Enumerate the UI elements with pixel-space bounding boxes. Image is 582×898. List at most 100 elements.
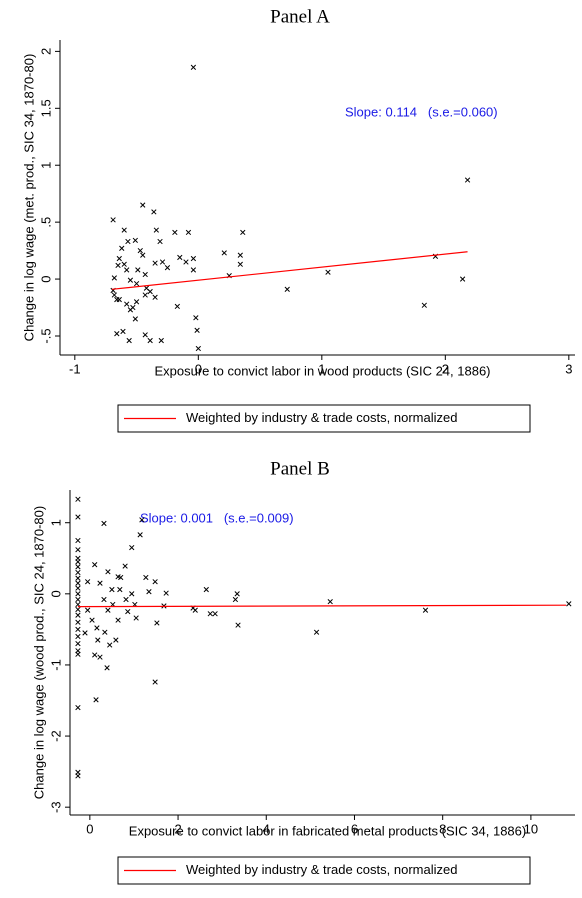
point [152, 294, 158, 300]
point [137, 532, 143, 538]
point [212, 611, 218, 617]
point [146, 589, 152, 595]
point [125, 238, 131, 245]
point [121, 227, 127, 233]
point [75, 640, 81, 647]
point [97, 654, 103, 660]
y-tick-label: -3 [48, 801, 63, 813]
point [143, 574, 149, 581]
y-axis-title: Change in log wage (met. prod., SIC 34, … [21, 54, 36, 342]
point [132, 316, 138, 322]
point [129, 544, 135, 551]
point [157, 238, 163, 245]
x-tick-label: 4 [263, 821, 270, 836]
point [75, 619, 81, 625]
annotation: Slope: 0.001 (s.e.=0.009) [140, 510, 294, 525]
point [104, 665, 110, 671]
point [92, 652, 98, 658]
point [140, 252, 146, 258]
x-tick-label: 8 [439, 821, 446, 836]
point [97, 580, 103, 586]
point [75, 651, 81, 657]
point [116, 255, 122, 262]
x-tick-label: -1 [69, 361, 81, 376]
point [153, 227, 159, 233]
point [422, 607, 429, 613]
x-tick-label: 1 [318, 361, 325, 376]
point [142, 292, 148, 298]
point [75, 496, 81, 502]
y-axis-title: Change in log wage (wood prod., SIC 24, … [31, 506, 46, 799]
point [203, 586, 209, 593]
point [123, 596, 129, 603]
point [174, 303, 180, 310]
point [84, 579, 91, 585]
point [113, 637, 119, 643]
point [137, 247, 143, 254]
point [92, 562, 98, 568]
point [133, 615, 139, 621]
annotation: Slope: 0.114 (s.e.=0.060) [345, 104, 498, 119]
point [234, 591, 240, 597]
point [75, 773, 81, 779]
point [237, 261, 243, 267]
x-tick-label: 3 [565, 361, 572, 376]
legend-box [117, 856, 531, 885]
point [115, 262, 121, 269]
point [140, 202, 146, 208]
point [126, 337, 132, 344]
point [135, 267, 141, 273]
point [93, 697, 99, 703]
point [120, 328, 126, 335]
point [117, 586, 123, 593]
point [284, 286, 290, 292]
point [110, 217, 116, 223]
y-tick-label: 0 [38, 275, 53, 282]
point [192, 607, 198, 613]
x-tick-label: 0 [86, 821, 93, 836]
x-tick-label: 0 [195, 361, 202, 376]
point [75, 537, 81, 544]
point [185, 229, 192, 236]
y-tick-label: 1 [48, 519, 63, 526]
point [127, 277, 134, 283]
point [327, 598, 333, 605]
point [125, 608, 131, 615]
point [193, 315, 199, 321]
point [142, 271, 148, 278]
point [116, 296, 122, 303]
y-tick-label: -1 [48, 659, 63, 671]
point [130, 304, 136, 311]
point [163, 590, 169, 596]
point [464, 177, 471, 183]
point [152, 579, 158, 585]
point [139, 517, 145, 523]
point [177, 254, 183, 261]
point [190, 64, 197, 70]
point [240, 229, 246, 236]
point [115, 574, 121, 580]
point [142, 332, 148, 338]
y-tick-label: -2 [48, 730, 63, 742]
point [459, 276, 466, 282]
point [107, 642, 113, 648]
legend-label: Weighted by industry & trade costs, norm… [186, 410, 457, 425]
y-tick-label: -.5 [38, 328, 53, 343]
point [111, 275, 117, 281]
x-axis-title: Exposure to convict labor in wood produc… [154, 363, 490, 378]
point [102, 629, 108, 635]
y-tick-label: 2 [38, 48, 53, 55]
point [84, 607, 91, 613]
y-tick-label: 0 [48, 590, 63, 597]
point [207, 611, 213, 617]
y-tick-label: 1.5 [38, 99, 53, 117]
point [75, 704, 81, 711]
x-tick-label: 2 [442, 361, 449, 376]
point [172, 229, 178, 236]
point [235, 622, 241, 628]
point [75, 514, 81, 520]
point [114, 296, 120, 303]
fit-line [111, 251, 468, 290]
fit-line [77, 604, 567, 608]
